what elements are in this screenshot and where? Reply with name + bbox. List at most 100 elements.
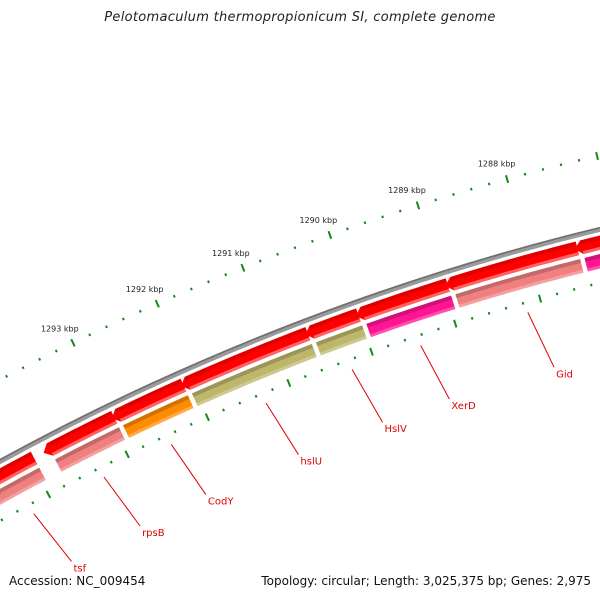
gene-feature[interactable] [584,245,600,272]
minor-tick-inner [572,287,576,291]
gene-feature[interactable] [0,467,46,506]
minor-tick-inner [403,338,407,342]
gene-label-cody[interactable]: CodY [208,497,234,508]
minor-tick-inner [336,362,340,366]
major-tick-outer [595,151,599,161]
tick-label: 1292 kbp [126,285,164,294]
genome-summary-text: Topology: circular; Length: 3,025,375 bp… [261,574,591,588]
gene-feature-edge [455,259,582,299]
cds-track [0,235,600,485]
gene-feature[interactable] [122,395,194,438]
minor-tick-inner [386,344,390,348]
gene-label-hslu[interactable]: hslU [300,457,322,468]
cds-feature-highlight [189,337,311,390]
minor-tick-outer [121,317,125,321]
minor-tick-outer [523,172,527,176]
minor-tick-outer [381,215,384,219]
gene-feature-highlight [0,477,46,505]
gene-track [0,245,600,506]
cds-feature[interactable] [111,378,187,422]
gene-label-leader [33,513,72,562]
cds-feature-highlight [453,252,580,291]
minor-tick-outer [398,209,402,213]
major-tick-outer [70,338,76,347]
cds-feature[interactable] [180,327,311,390]
minor-tick-inner [94,468,97,472]
major-tick-outer [327,230,333,240]
cds-feature-highlight [313,318,361,339]
cds-feature[interactable] [445,241,580,291]
minor-tick-outer [434,198,438,202]
cds-feature-edge [360,278,447,311]
minor-tick-outer [311,239,314,243]
minor-tick-inner [521,301,525,305]
minor-tick-inner [31,501,35,505]
minor-tick-inner [189,422,193,426]
cds-feature[interactable] [305,308,361,339]
gene-label-leader [527,312,555,368]
gene-feature-edge [315,325,364,347]
minor-tick-inner [271,388,274,392]
gene-labels: tsf rpsB CodY hslU HslV XerD Gid [33,312,573,574]
gene-feature-edge [584,254,600,262]
gene-label-leader [265,402,299,455]
minor-tick-outer [138,309,142,313]
minor-tick-inner [78,476,82,480]
major-tick-inner [204,413,210,422]
minor-tick-inner [437,327,440,331]
gene-feature-highlight [127,405,194,438]
tick-label: 1290 kbp [300,216,338,225]
minor-tick-outer [346,227,349,231]
major-tick-outer [505,174,510,184]
gene-feature[interactable] [455,259,584,308]
major-tick-inner [537,294,543,303]
gene-label-hslv[interactable]: HslV [384,424,407,435]
gene-feature-edge [366,295,453,328]
major-tick-outer [154,299,160,308]
minor-tick-inner [353,356,357,360]
minor-tick-inner [504,306,508,310]
minor-tick-outer [487,182,491,186]
backbone-shadow [0,227,600,461]
gene-label-rpsb[interactable]: rpsB [142,528,165,539]
gene-feature-highlight [458,269,584,308]
minor-tick-inner [62,484,66,488]
gene-feature-highlight [587,265,600,272]
gene-feature[interactable] [191,343,317,407]
gene-label-tsf[interactable]: tsf [73,563,86,574]
cds-feature-highlight [582,246,600,255]
minor-tick-inner [109,460,113,464]
minor-tick-outer [224,273,228,277]
minor-tick-outer [54,349,58,353]
minor-tick-outer [207,280,210,284]
major-tick-outer [415,201,421,210]
gene-label-xerd[interactable]: XerD [451,401,476,412]
minor-tick-inner [157,437,161,441]
minor-tick-inner [238,401,242,405]
minor-tick-outer [276,252,279,256]
cds-feature[interactable] [43,411,118,456]
major-tick-outer [240,263,246,272]
cds-feature-edge [184,327,307,381]
gene-feature[interactable] [366,295,456,338]
gene-label-gid[interactable]: Gid [556,369,573,380]
tick-label: 1291 kbp [212,249,250,258]
cds-feature-edge [115,378,183,413]
minor-tick-outer [38,357,42,361]
gene-label-leader [170,444,207,495]
minor-tick-outer [189,287,193,291]
minor-tick-outer [293,246,297,250]
tick-label: 1288 kbp [478,160,516,169]
minor-tick-inner [15,509,19,513]
cds-feature[interactable] [355,278,450,321]
gene-feature-highlight [319,335,367,356]
minor-tick-inner [320,368,324,372]
minor-tick-outer [577,158,581,162]
gene-feature[interactable] [55,427,126,472]
gene-feature[interactable] [315,325,367,356]
gene-label-leader [351,369,383,423]
gene-feature-edge [191,343,314,398]
cds-feature-edge [580,235,600,245]
